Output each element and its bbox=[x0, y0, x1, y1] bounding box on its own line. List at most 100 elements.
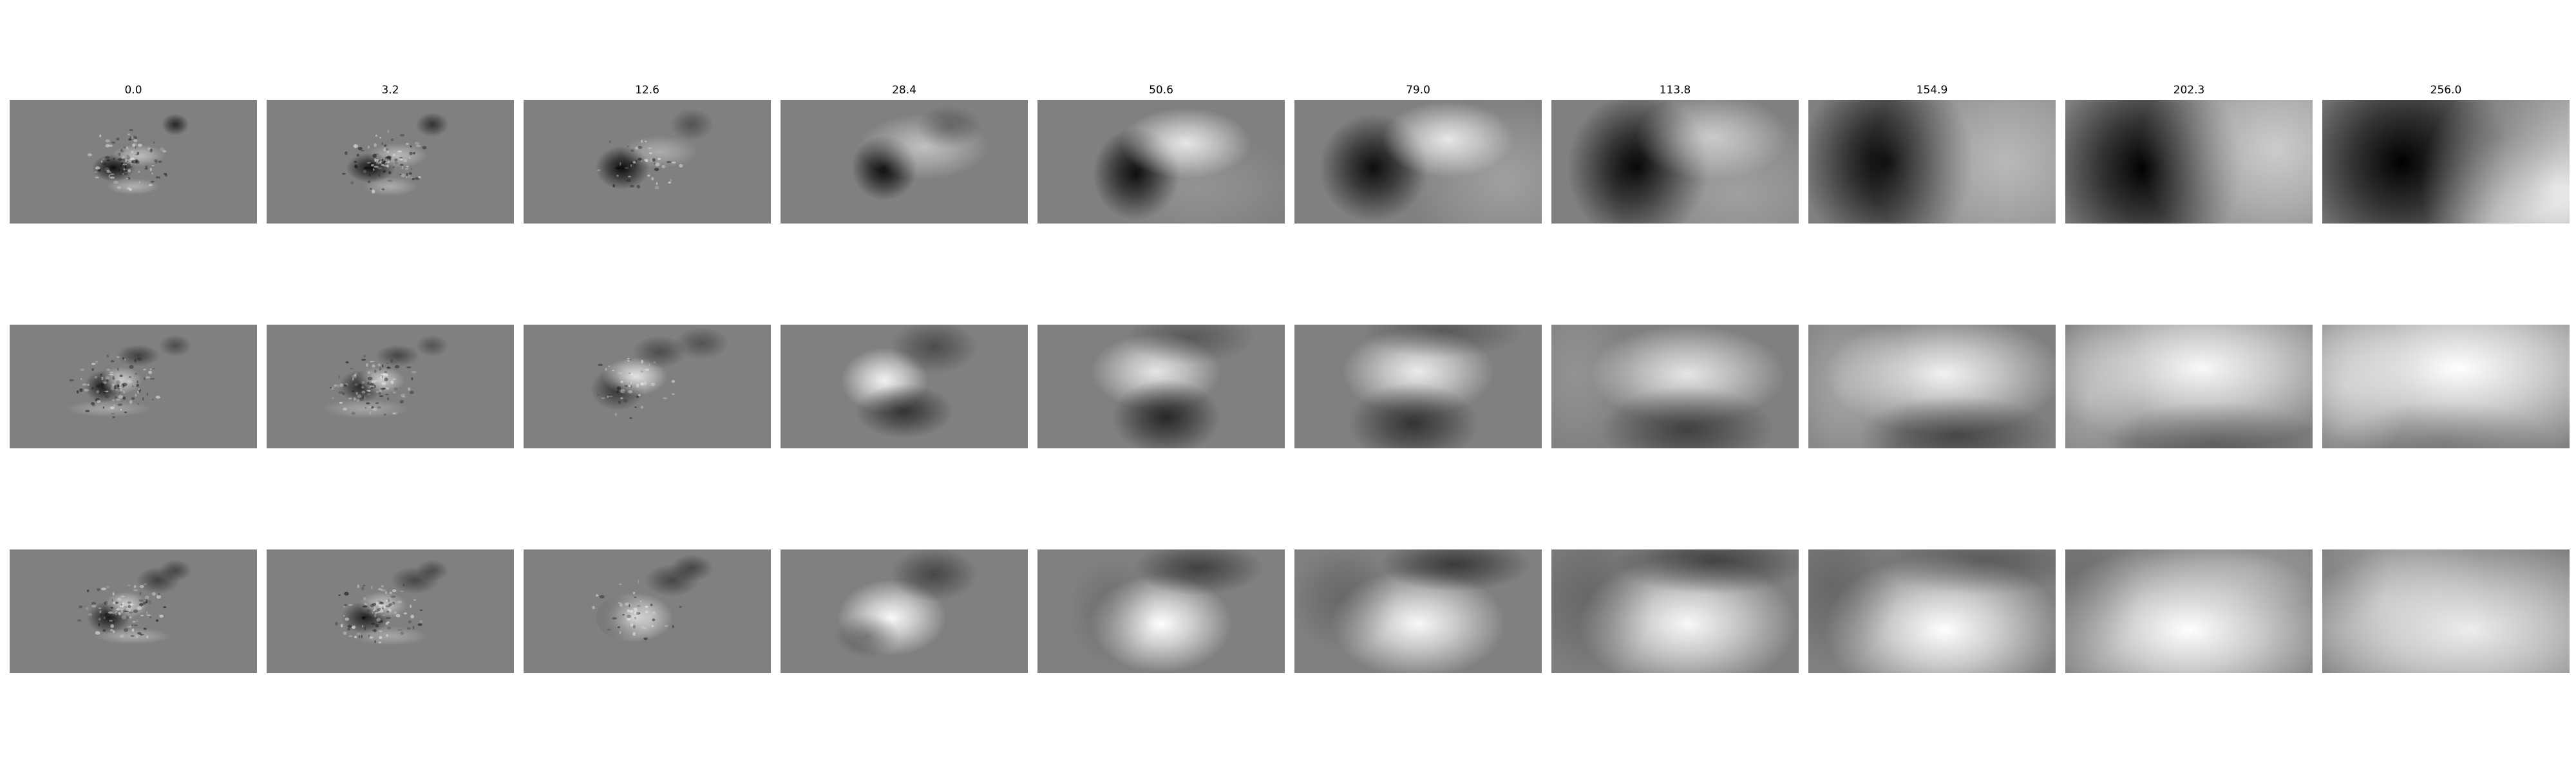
texture-speck bbox=[377, 157, 383, 162]
texture-speck bbox=[624, 167, 629, 169]
texture-speck bbox=[368, 385, 373, 389]
texture-speck bbox=[146, 635, 149, 639]
texture-speck bbox=[383, 413, 386, 416]
texture-speck bbox=[379, 630, 383, 633]
texture-speck bbox=[128, 584, 131, 586]
texture-speck bbox=[126, 156, 131, 160]
texture-speck bbox=[359, 384, 362, 386]
texture-speck bbox=[126, 155, 129, 157]
texture-speck bbox=[372, 611, 374, 614]
texture-speck bbox=[384, 159, 386, 162]
texture-speck bbox=[406, 175, 408, 178]
texture-speck bbox=[87, 589, 90, 593]
bright-blob bbox=[363, 177, 418, 196]
texture-speck bbox=[375, 158, 379, 162]
dark-blob bbox=[632, 335, 687, 368]
texture-speck bbox=[112, 612, 117, 615]
image-panel bbox=[1037, 549, 1285, 673]
texture-speck bbox=[361, 358, 366, 361]
bright-blob bbox=[106, 178, 161, 195]
texture-speck bbox=[143, 368, 147, 370]
texture-speck bbox=[112, 416, 115, 418]
texture-speck bbox=[629, 610, 634, 612]
texture-speck bbox=[350, 367, 353, 370]
texture-speck bbox=[124, 158, 128, 162]
texture-speck bbox=[149, 167, 152, 171]
texture-speck bbox=[111, 386, 115, 390]
texture-speck bbox=[147, 601, 151, 604]
texture-speck bbox=[401, 173, 406, 177]
texture-speck bbox=[91, 386, 94, 390]
texture-speck bbox=[645, 606, 649, 608]
texture-speck bbox=[124, 606, 128, 609]
texture-speck bbox=[391, 138, 394, 142]
texture-speck bbox=[379, 160, 384, 162]
texture-speck bbox=[124, 162, 128, 166]
texture-speck bbox=[627, 146, 629, 148]
bright-blob bbox=[2065, 325, 2145, 448]
texture-speck bbox=[375, 602, 379, 606]
texture-speck bbox=[404, 168, 409, 170]
texture-speck bbox=[368, 636, 374, 639]
column-title: 113.8 bbox=[1659, 84, 1691, 97]
texture-speck bbox=[354, 383, 358, 386]
texture-speck bbox=[124, 611, 129, 613]
texture-speck bbox=[381, 589, 386, 592]
texture-speck bbox=[411, 377, 413, 381]
texture-speck bbox=[361, 586, 365, 591]
texture-speck bbox=[408, 172, 412, 175]
texture-speck bbox=[102, 629, 106, 632]
texture-speck bbox=[387, 621, 390, 624]
image-panel bbox=[781, 549, 1028, 673]
dark-blob bbox=[1600, 386, 1775, 448]
texture-speck bbox=[151, 173, 153, 175]
dark-blob bbox=[116, 345, 160, 367]
texture-speck bbox=[115, 385, 119, 388]
dark-blob bbox=[1872, 549, 2056, 595]
texture-speck bbox=[153, 159, 158, 162]
texture-speck bbox=[136, 383, 139, 387]
texture-speck bbox=[643, 381, 647, 385]
texture-speck bbox=[370, 169, 375, 174]
texture-speck bbox=[351, 627, 355, 629]
image-panel bbox=[524, 100, 771, 224]
bright-blob bbox=[355, 367, 405, 394]
texture-speck bbox=[156, 619, 159, 622]
texture-speck bbox=[380, 387, 385, 390]
texture-speck bbox=[128, 607, 133, 609]
dark-blob bbox=[1614, 549, 1799, 595]
texture-speck bbox=[357, 584, 360, 588]
column-title: 50.6 bbox=[1149, 84, 1173, 97]
texture-speck bbox=[672, 625, 674, 628]
texture-speck bbox=[382, 364, 384, 368]
texture-speck bbox=[120, 595, 125, 598]
response-map bbox=[1808, 549, 2056, 673]
texture-speck bbox=[135, 136, 137, 140]
texture-speck bbox=[381, 142, 383, 145]
texture-speck bbox=[126, 146, 129, 151]
texture-speck bbox=[412, 178, 415, 180]
texture-speck bbox=[91, 368, 94, 371]
texture-speck bbox=[609, 140, 611, 143]
texture-speck bbox=[139, 603, 144, 606]
texture-speck bbox=[104, 395, 109, 398]
texture-speck bbox=[356, 633, 361, 636]
texture-speck bbox=[341, 392, 345, 395]
texture-speck bbox=[133, 624, 138, 627]
image-panel bbox=[1551, 549, 1799, 673]
texture-speck bbox=[406, 173, 408, 177]
texture-speck bbox=[146, 614, 151, 616]
texture-speck bbox=[98, 623, 100, 627]
texture-speck bbox=[372, 408, 377, 411]
texture-speck bbox=[627, 358, 630, 362]
texture-speck bbox=[595, 594, 599, 597]
bright-blob bbox=[111, 144, 166, 167]
texture-speck bbox=[422, 146, 427, 149]
texture-speck bbox=[111, 413, 115, 415]
texture-speck bbox=[384, 157, 388, 160]
texture-speck bbox=[126, 615, 129, 619]
texture-speck bbox=[380, 189, 383, 191]
texture-speck bbox=[645, 160, 649, 162]
texture-speck bbox=[639, 600, 642, 603]
texture-speck bbox=[381, 615, 386, 616]
